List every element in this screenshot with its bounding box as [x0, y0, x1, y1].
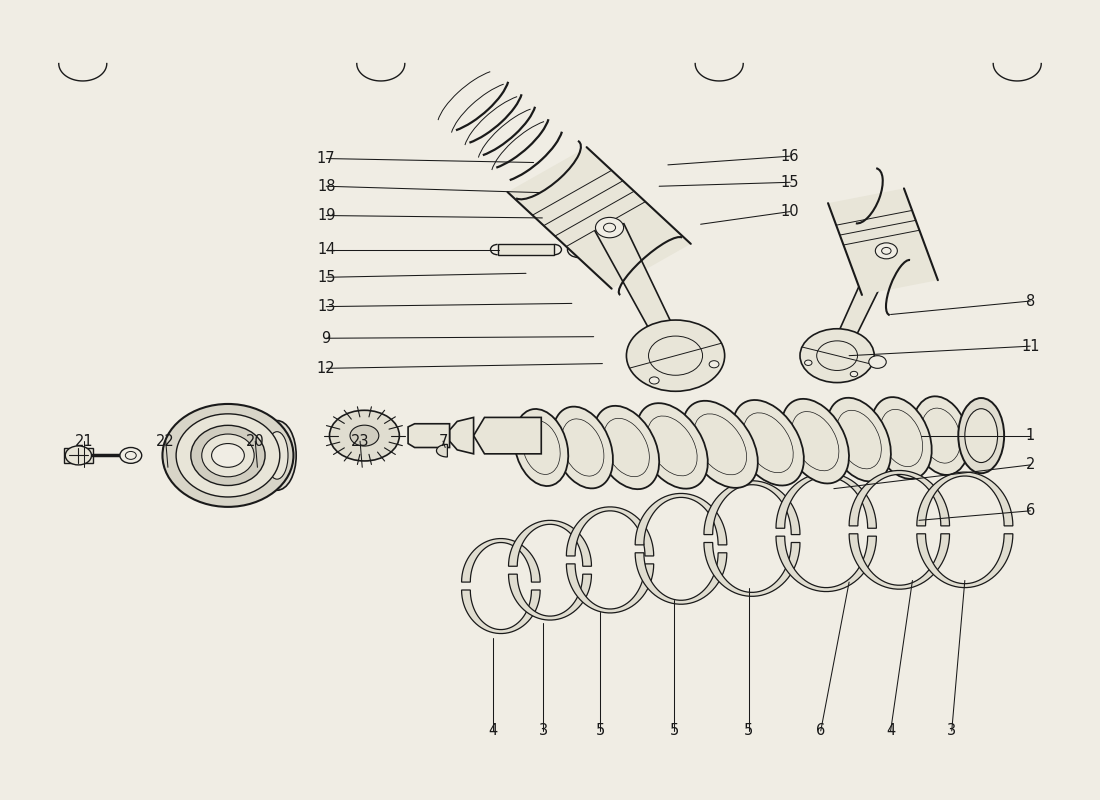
Text: 10: 10 [781, 204, 800, 219]
Polygon shape [635, 553, 727, 604]
Circle shape [850, 371, 858, 377]
Polygon shape [508, 574, 592, 620]
Ellipse shape [266, 432, 288, 479]
Text: 6: 6 [816, 723, 825, 738]
Circle shape [649, 336, 703, 375]
Text: 11: 11 [1021, 338, 1040, 354]
Text: 18: 18 [317, 178, 336, 194]
Polygon shape [474, 418, 541, 454]
Circle shape [568, 242, 590, 258]
Ellipse shape [965, 409, 998, 462]
Ellipse shape [594, 406, 659, 489]
Ellipse shape [958, 398, 1004, 474]
Ellipse shape [871, 397, 932, 479]
Polygon shape [566, 564, 653, 613]
Polygon shape [595, 224, 685, 358]
Ellipse shape [552, 406, 613, 488]
Polygon shape [437, 444, 448, 457]
Circle shape [804, 360, 812, 366]
Text: 5: 5 [744, 723, 754, 738]
Polygon shape [849, 470, 949, 526]
Text: 16: 16 [781, 149, 800, 164]
Text: 8: 8 [1025, 294, 1035, 309]
Circle shape [626, 320, 725, 391]
Polygon shape [828, 189, 938, 295]
Polygon shape [497, 245, 554, 254]
Ellipse shape [515, 409, 569, 486]
Circle shape [125, 451, 136, 459]
Circle shape [710, 361, 719, 368]
Circle shape [595, 218, 624, 238]
Text: 6: 6 [1025, 503, 1035, 518]
Text: 22: 22 [156, 434, 175, 449]
Text: 21: 21 [75, 434, 94, 449]
Ellipse shape [827, 398, 891, 482]
Circle shape [869, 356, 887, 368]
Polygon shape [704, 481, 800, 534]
Ellipse shape [913, 396, 969, 475]
Polygon shape [462, 590, 540, 634]
Text: 7: 7 [438, 434, 448, 449]
Polygon shape [776, 473, 877, 528]
Circle shape [350, 425, 378, 446]
Circle shape [881, 247, 891, 254]
Polygon shape [507, 147, 691, 289]
Text: 3: 3 [539, 723, 548, 738]
Polygon shape [462, 538, 540, 582]
Text: 1: 1 [1025, 428, 1035, 443]
Polygon shape [635, 494, 727, 545]
Polygon shape [508, 520, 592, 566]
Circle shape [120, 447, 142, 463]
Circle shape [211, 443, 244, 467]
Ellipse shape [201, 434, 254, 477]
Ellipse shape [163, 404, 294, 507]
Ellipse shape [637, 403, 707, 489]
Ellipse shape [190, 426, 265, 486]
Ellipse shape [176, 414, 279, 497]
Text: 15: 15 [781, 174, 800, 190]
Ellipse shape [683, 401, 758, 488]
Polygon shape [566, 507, 653, 556]
Ellipse shape [733, 400, 804, 486]
Text: 5: 5 [670, 723, 679, 738]
Text: 23: 23 [351, 434, 370, 449]
Polygon shape [776, 536, 877, 591]
Text: 20: 20 [246, 434, 265, 449]
Polygon shape [704, 542, 800, 596]
Text: 4: 4 [886, 723, 895, 738]
Text: 3: 3 [947, 723, 956, 738]
Ellipse shape [782, 399, 849, 483]
Text: 14: 14 [317, 242, 336, 257]
Circle shape [604, 223, 616, 232]
Polygon shape [828, 248, 896, 358]
Text: 19: 19 [317, 208, 336, 223]
Polygon shape [408, 424, 450, 447]
Circle shape [816, 341, 858, 370]
Circle shape [800, 329, 874, 382]
Text: 17: 17 [317, 151, 336, 166]
Text: 9: 9 [321, 330, 331, 346]
Polygon shape [849, 534, 949, 589]
Circle shape [649, 377, 659, 384]
Text: 5: 5 [595, 723, 605, 738]
Polygon shape [64, 447, 92, 463]
Circle shape [65, 446, 91, 465]
Text: 4: 4 [488, 723, 498, 738]
Text: 12: 12 [317, 361, 336, 376]
Text: 15: 15 [317, 270, 336, 285]
Circle shape [876, 243, 898, 259]
Ellipse shape [258, 421, 296, 490]
Polygon shape [450, 418, 474, 454]
Polygon shape [916, 472, 1013, 526]
Text: 13: 13 [317, 299, 336, 314]
Circle shape [330, 410, 399, 461]
Text: 2: 2 [1025, 458, 1035, 473]
Polygon shape [916, 534, 1013, 587]
